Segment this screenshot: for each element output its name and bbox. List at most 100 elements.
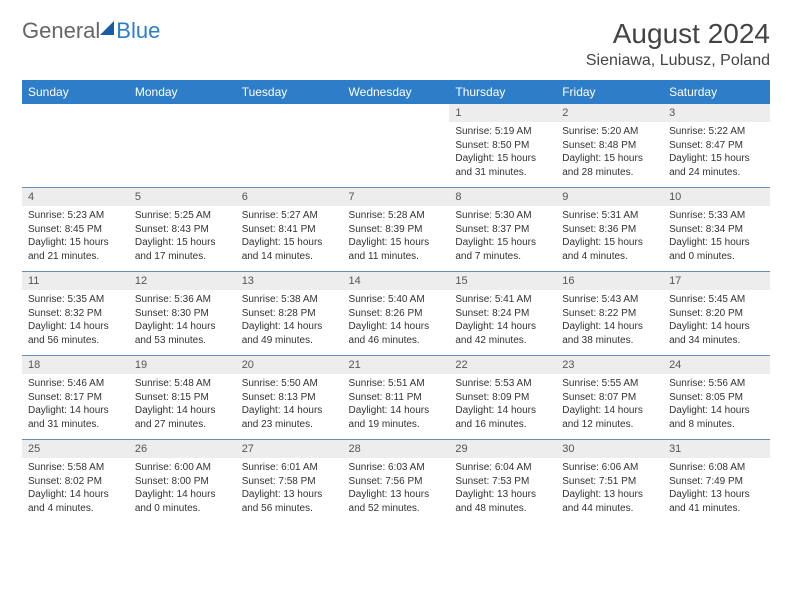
sunset-line: Sunset: 8:36 PM bbox=[562, 223, 657, 237]
daylight-line: Daylight: 14 hours and 27 minutes. bbox=[135, 404, 230, 431]
day-number: 18 bbox=[22, 356, 129, 374]
day-number: 29 bbox=[449, 440, 556, 458]
sunrise-line: Sunrise: 5:48 AM bbox=[135, 377, 230, 391]
sunrise-line: Sunrise: 5:56 AM bbox=[669, 377, 764, 391]
day-number: 13 bbox=[236, 272, 343, 290]
day-number bbox=[236, 104, 343, 122]
day-cell: Sunrise: 5:58 AMSunset: 8:02 PMDaylight:… bbox=[22, 458, 129, 523]
day-cell: Sunrise: 6:03 AMSunset: 7:56 PMDaylight:… bbox=[343, 458, 450, 523]
sunset-line: Sunset: 8:11 PM bbox=[349, 391, 444, 405]
sunset-line: Sunset: 8:30 PM bbox=[135, 307, 230, 321]
day-cell: Sunrise: 5:40 AMSunset: 8:26 PMDaylight:… bbox=[343, 290, 450, 356]
daylight-line: Daylight: 14 hours and 56 minutes. bbox=[28, 320, 123, 347]
day-cell: Sunrise: 6:00 AMSunset: 8:00 PMDaylight:… bbox=[129, 458, 236, 523]
day-number: 17 bbox=[663, 272, 770, 290]
sunrise-line: Sunrise: 5:20 AM bbox=[562, 125, 657, 139]
sunset-line: Sunset: 8:28 PM bbox=[242, 307, 337, 321]
sunrise-line: Sunrise: 6:04 AM bbox=[455, 461, 550, 475]
daylight-line: Daylight: 14 hours and 49 minutes. bbox=[242, 320, 337, 347]
daylight-line: Daylight: 14 hours and 4 minutes. bbox=[28, 488, 123, 515]
sunrise-line: Sunrise: 5:22 AM bbox=[669, 125, 764, 139]
sunset-line: Sunset: 8:07 PM bbox=[562, 391, 657, 405]
day-header: Wednesday bbox=[343, 80, 450, 104]
day-number: 21 bbox=[343, 356, 450, 374]
day-cell: Sunrise: 5:56 AMSunset: 8:05 PMDaylight:… bbox=[663, 374, 770, 440]
day-cell: Sunrise: 6:06 AMSunset: 7:51 PMDaylight:… bbox=[556, 458, 663, 523]
day-number: 24 bbox=[663, 356, 770, 374]
day-number: 23 bbox=[556, 356, 663, 374]
sunrise-line: Sunrise: 6:01 AM bbox=[242, 461, 337, 475]
brand-text-1: General bbox=[22, 18, 100, 44]
day-number-row: 25262728293031 bbox=[22, 440, 770, 458]
brand-text-2: Blue bbox=[116, 18, 160, 44]
day-header: Saturday bbox=[663, 80, 770, 104]
day-number: 8 bbox=[449, 188, 556, 206]
day-number: 2 bbox=[556, 104, 663, 122]
sunrise-line: Sunrise: 5:53 AM bbox=[455, 377, 550, 391]
day-cell: Sunrise: 6:01 AMSunset: 7:58 PMDaylight:… bbox=[236, 458, 343, 523]
day-number: 31 bbox=[663, 440, 770, 458]
sunrise-line: Sunrise: 5:27 AM bbox=[242, 209, 337, 223]
day-cell: Sunrise: 5:48 AMSunset: 8:15 PMDaylight:… bbox=[129, 374, 236, 440]
sunrise-line: Sunrise: 6:06 AM bbox=[562, 461, 657, 475]
day-header: Monday bbox=[129, 80, 236, 104]
daylight-line: Daylight: 14 hours and 31 minutes. bbox=[28, 404, 123, 431]
day-cell bbox=[236, 122, 343, 188]
day-cell: Sunrise: 6:08 AMSunset: 7:49 PMDaylight:… bbox=[663, 458, 770, 523]
daylight-line: Daylight: 13 hours and 44 minutes. bbox=[562, 488, 657, 515]
daylight-line: Daylight: 14 hours and 19 minutes. bbox=[349, 404, 444, 431]
brand-logo: General Blue bbox=[22, 18, 160, 44]
day-cell: Sunrise: 6:04 AMSunset: 7:53 PMDaylight:… bbox=[449, 458, 556, 523]
sunset-line: Sunset: 8:05 PM bbox=[669, 391, 764, 405]
daylight-line: Daylight: 14 hours and 38 minutes. bbox=[562, 320, 657, 347]
day-number: 25 bbox=[22, 440, 129, 458]
sunrise-line: Sunrise: 5:46 AM bbox=[28, 377, 123, 391]
sunset-line: Sunset: 7:58 PM bbox=[242, 475, 337, 489]
day-number: 1 bbox=[449, 104, 556, 122]
sunset-line: Sunset: 8:50 PM bbox=[455, 139, 550, 153]
day-number: 27 bbox=[236, 440, 343, 458]
sunset-line: Sunset: 8:32 PM bbox=[28, 307, 123, 321]
day-number: 5 bbox=[129, 188, 236, 206]
sunset-line: Sunset: 8:41 PM bbox=[242, 223, 337, 237]
day-cell: Sunrise: 5:31 AMSunset: 8:36 PMDaylight:… bbox=[556, 206, 663, 272]
day-cell: Sunrise: 5:33 AMSunset: 8:34 PMDaylight:… bbox=[663, 206, 770, 272]
daylight-line: Daylight: 14 hours and 23 minutes. bbox=[242, 404, 337, 431]
sunrise-line: Sunrise: 5:43 AM bbox=[562, 293, 657, 307]
day-cell: Sunrise: 5:20 AMSunset: 8:48 PMDaylight:… bbox=[556, 122, 663, 188]
sunrise-line: Sunrise: 5:41 AM bbox=[455, 293, 550, 307]
day-number-row: 11121314151617 bbox=[22, 272, 770, 290]
daylight-line: Daylight: 15 hours and 24 minutes. bbox=[669, 152, 764, 179]
daylight-line: Daylight: 13 hours and 52 minutes. bbox=[349, 488, 444, 515]
day-number: 9 bbox=[556, 188, 663, 206]
day-cell: Sunrise: 5:25 AMSunset: 8:43 PMDaylight:… bbox=[129, 206, 236, 272]
day-number: 30 bbox=[556, 440, 663, 458]
sunrise-line: Sunrise: 5:25 AM bbox=[135, 209, 230, 223]
day-cell: Sunrise: 5:53 AMSunset: 8:09 PMDaylight:… bbox=[449, 374, 556, 440]
day-data-row: Sunrise: 5:58 AMSunset: 8:02 PMDaylight:… bbox=[22, 458, 770, 523]
sunrise-line: Sunrise: 5:51 AM bbox=[349, 377, 444, 391]
day-number: 28 bbox=[343, 440, 450, 458]
day-cell bbox=[22, 122, 129, 188]
day-cell: Sunrise: 5:27 AMSunset: 8:41 PMDaylight:… bbox=[236, 206, 343, 272]
sunrise-line: Sunrise: 5:31 AM bbox=[562, 209, 657, 223]
day-number-row: 45678910 bbox=[22, 188, 770, 206]
daylight-line: Daylight: 15 hours and 0 minutes. bbox=[669, 236, 764, 263]
sunset-line: Sunset: 8:48 PM bbox=[562, 139, 657, 153]
sunset-line: Sunset: 8:09 PM bbox=[455, 391, 550, 405]
daylight-line: Daylight: 15 hours and 7 minutes. bbox=[455, 236, 550, 263]
day-cell: Sunrise: 5:23 AMSunset: 8:45 PMDaylight:… bbox=[22, 206, 129, 272]
day-cell: Sunrise: 5:28 AMSunset: 8:39 PMDaylight:… bbox=[343, 206, 450, 272]
sunrise-line: Sunrise: 5:19 AM bbox=[455, 125, 550, 139]
day-number: 14 bbox=[343, 272, 450, 290]
day-number bbox=[129, 104, 236, 122]
sunset-line: Sunset: 8:34 PM bbox=[669, 223, 764, 237]
day-cell: Sunrise: 5:22 AMSunset: 8:47 PMDaylight:… bbox=[663, 122, 770, 188]
daylight-line: Daylight: 15 hours and 11 minutes. bbox=[349, 236, 444, 263]
daylight-line: Daylight: 15 hours and 31 minutes. bbox=[455, 152, 550, 179]
day-cell: Sunrise: 5:50 AMSunset: 8:13 PMDaylight:… bbox=[236, 374, 343, 440]
day-number: 26 bbox=[129, 440, 236, 458]
sunset-line: Sunset: 8:47 PM bbox=[669, 139, 764, 153]
day-cell: Sunrise: 5:55 AMSunset: 8:07 PMDaylight:… bbox=[556, 374, 663, 440]
location-text: Sieniawa, Lubusz, Poland bbox=[586, 52, 770, 70]
